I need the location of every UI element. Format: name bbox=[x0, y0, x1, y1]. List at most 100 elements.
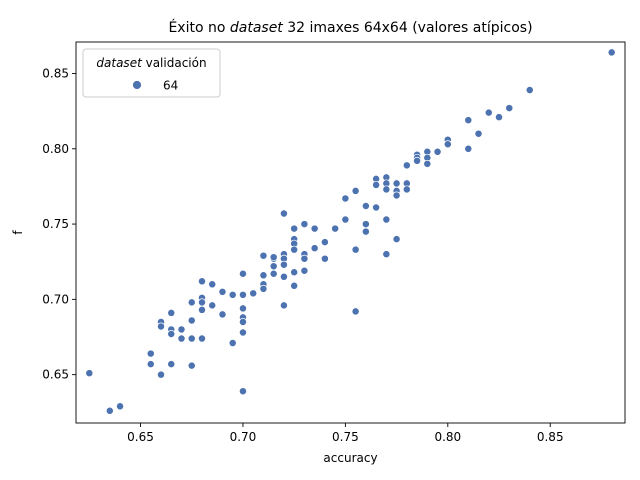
data-point bbox=[167, 330, 176, 338]
x-axis: 0.65 0.70 0.75 0.80 0.85 bbox=[127, 423, 564, 444]
x-tick-label: 0.85 bbox=[537, 430, 564, 444]
data-point bbox=[239, 269, 247, 278]
data-point bbox=[239, 387, 247, 396]
data-point bbox=[279, 272, 288, 281]
chart-title-suffix: 32 imaxes 64x64 (valores atípicos) bbox=[283, 20, 533, 36]
data-point bbox=[198, 334, 206, 343]
data-point bbox=[269, 253, 278, 262]
data-point bbox=[402, 161, 411, 170]
legend-title-rest: validación bbox=[142, 56, 207, 70]
data-point bbox=[341, 215, 350, 224]
data-point bbox=[239, 304, 247, 313]
data-point bbox=[607, 48, 616, 57]
data-point bbox=[259, 251, 268, 260]
y-tick-label: 0.75 bbox=[42, 217, 69, 231]
data-point bbox=[320, 238, 329, 247]
data-point bbox=[269, 269, 278, 278]
data-point bbox=[105, 406, 114, 415]
data-point bbox=[116, 402, 124, 411]
data-point bbox=[198, 305, 206, 314]
x-tick-label: 0.80 bbox=[434, 430, 461, 444]
y-axis: 0.65 0.70 0.75 0.80 0.85 bbox=[42, 66, 76, 382]
data-point bbox=[290, 245, 299, 254]
data-points bbox=[85, 48, 616, 415]
data-point bbox=[290, 268, 299, 277]
data-point bbox=[187, 361, 196, 370]
data-point bbox=[187, 298, 196, 307]
data-point bbox=[423, 159, 432, 168]
data-point bbox=[310, 224, 319, 233]
data-point bbox=[505, 104, 514, 113]
data-point bbox=[290, 281, 299, 290]
data-point bbox=[85, 369, 94, 378]
data-point bbox=[351, 307, 360, 316]
data-point bbox=[392, 191, 401, 200]
y-tick-label: 0.80 bbox=[42, 142, 69, 156]
y-tick-label: 0.85 bbox=[42, 66, 69, 80]
chart-title-prefix: Éxito no bbox=[168, 19, 229, 36]
data-point bbox=[239, 328, 247, 337]
data-point bbox=[525, 86, 534, 94]
data-point bbox=[310, 244, 319, 253]
data-point bbox=[157, 322, 165, 331]
data-point bbox=[331, 224, 340, 233]
legend-entry-label: 64 bbox=[163, 79, 178, 93]
data-point bbox=[372, 180, 381, 189]
chart-title-italic: dataset bbox=[230, 20, 283, 36]
data-point bbox=[146, 349, 155, 358]
legend-title-italic: dataset bbox=[96, 56, 143, 70]
data-point bbox=[433, 147, 442, 156]
data-point bbox=[351, 245, 360, 254]
data-point bbox=[146, 360, 155, 369]
chart-title: Éxito no dataset 32 imaxes 64x64 (valore… bbox=[168, 19, 532, 36]
legend-title: dataset validación bbox=[96, 56, 206, 70]
data-point bbox=[249, 289, 258, 298]
data-point bbox=[382, 185, 391, 194]
data-point bbox=[413, 156, 422, 165]
data-point bbox=[279, 260, 288, 269]
data-point bbox=[259, 271, 268, 280]
data-point bbox=[443, 140, 452, 149]
data-point bbox=[320, 254, 329, 263]
x-tick-label: 0.65 bbox=[127, 430, 154, 444]
data-point bbox=[198, 298, 206, 307]
data-point bbox=[187, 334, 196, 343]
x-axis-label: accuracy bbox=[323, 451, 377, 465]
data-point bbox=[474, 129, 483, 138]
data-point bbox=[208, 280, 217, 289]
data-point bbox=[382, 215, 391, 224]
data-point bbox=[392, 179, 401, 188]
data-point bbox=[198, 277, 206, 286]
data-point bbox=[177, 325, 186, 334]
data-point bbox=[484, 108, 493, 117]
data-point bbox=[464, 144, 473, 153]
y-axis-label: f bbox=[11, 230, 25, 235]
data-point bbox=[208, 301, 217, 310]
y-tick-label: 0.70 bbox=[42, 292, 69, 306]
plot-area bbox=[75, 41, 626, 424]
data-point bbox=[239, 290, 247, 299]
data-point bbox=[351, 186, 360, 195]
x-tick-label: 0.70 bbox=[230, 430, 257, 444]
data-point bbox=[402, 185, 411, 194]
data-point bbox=[218, 310, 227, 319]
data-point bbox=[228, 290, 237, 299]
data-point bbox=[361, 202, 370, 210]
data-point bbox=[269, 262, 278, 271]
data-point bbox=[290, 224, 299, 233]
x-tick-label: 0.75 bbox=[332, 430, 359, 444]
data-point bbox=[157, 370, 165, 379]
data-point bbox=[228, 339, 237, 347]
data-point bbox=[167, 308, 176, 317]
legend-box bbox=[82, 48, 221, 98]
data-point bbox=[300, 220, 309, 229]
data-point bbox=[382, 250, 391, 259]
data-point bbox=[259, 284, 268, 293]
data-point bbox=[300, 254, 309, 263]
y-tick-label: 0.65 bbox=[42, 368, 69, 382]
data-point bbox=[361, 220, 370, 229]
data-point bbox=[464, 116, 473, 125]
legend-marker bbox=[132, 80, 142, 90]
data-point bbox=[361, 227, 370, 236]
